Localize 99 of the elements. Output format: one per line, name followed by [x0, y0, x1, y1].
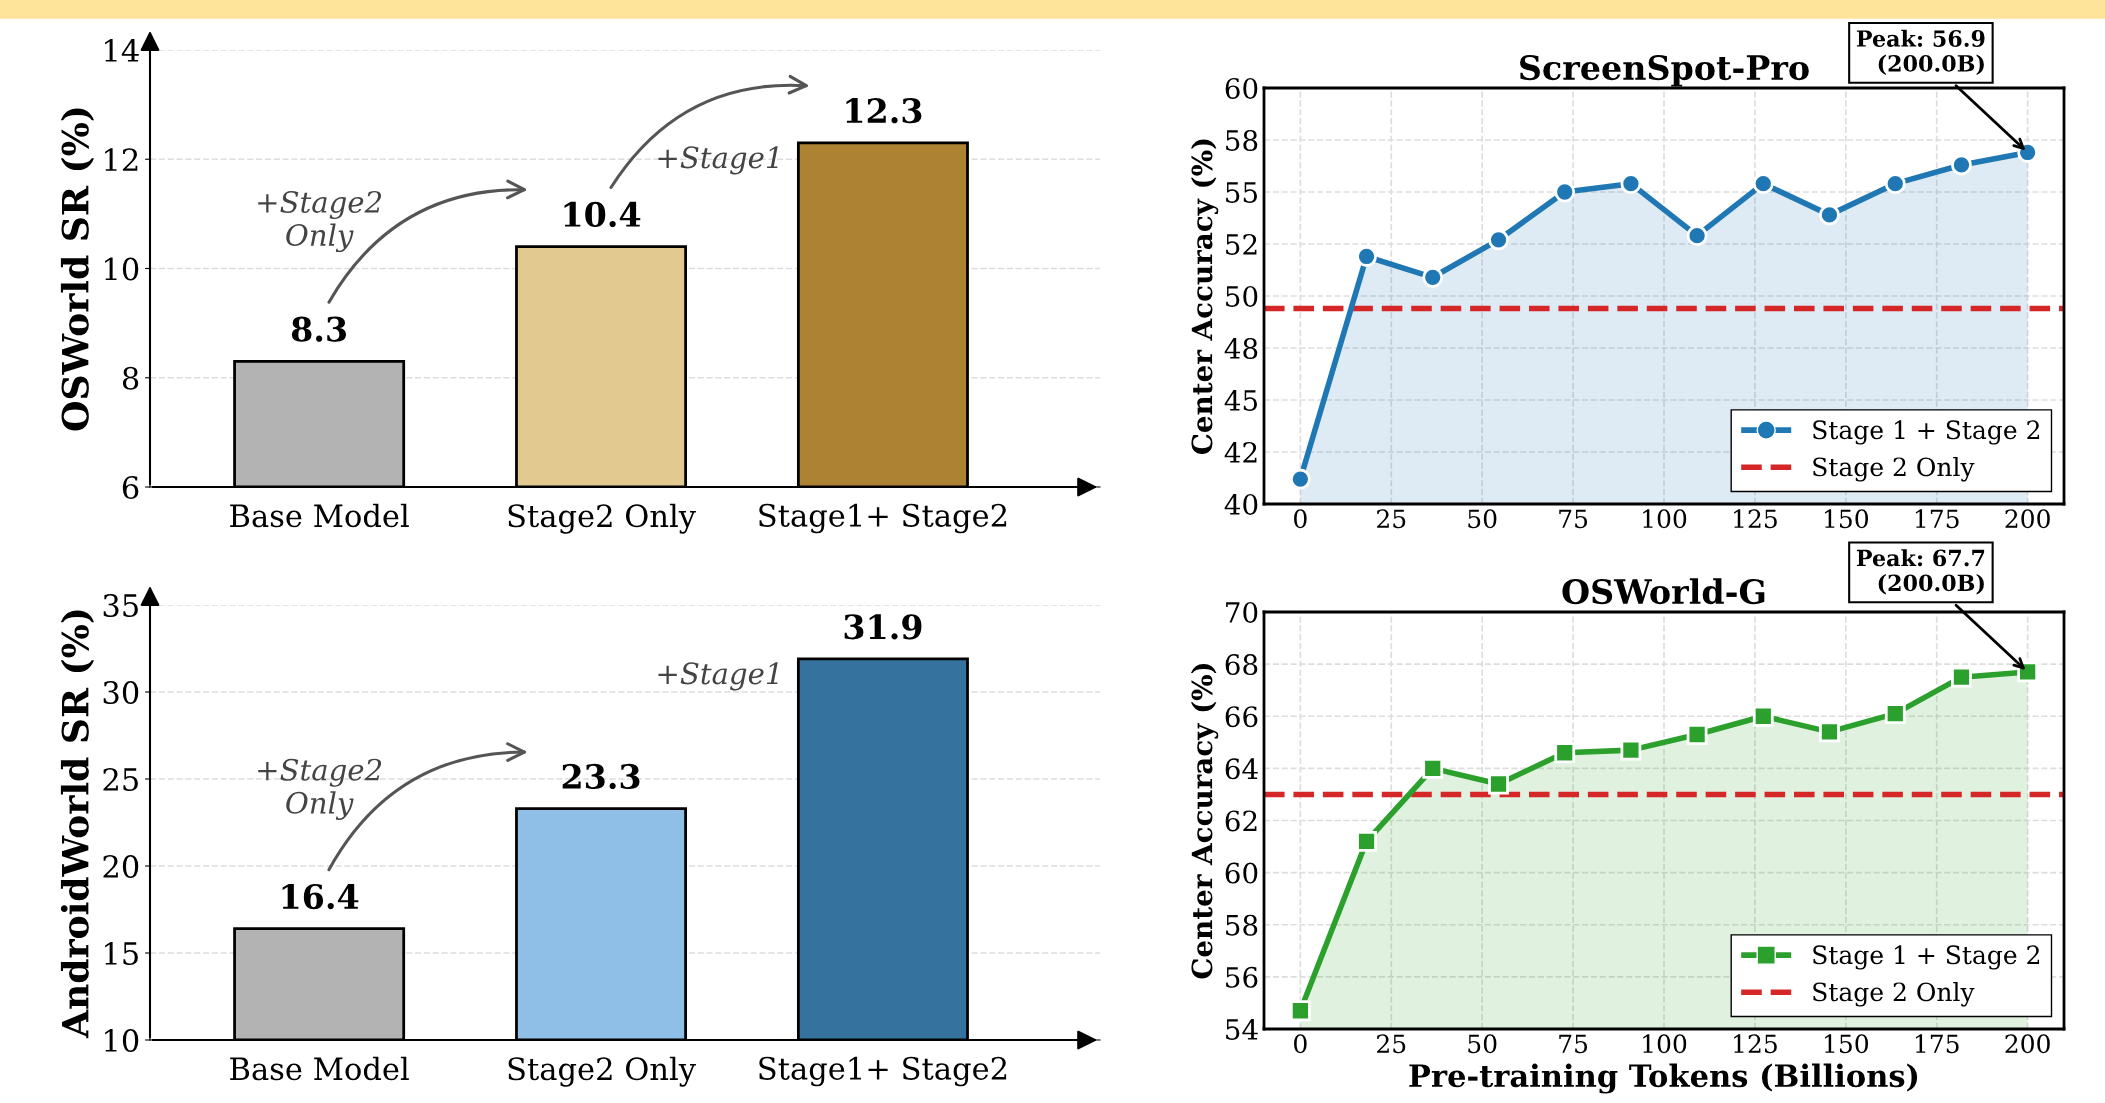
- data-label: 31.9: [844, 614, 922, 640]
- x-axis-title: Pre-training Tokens (Billions): [1409, 1063, 1918, 1094]
- y-axis-title: OSWorld SR (%): [60, 108, 94, 431]
- point: [1686, 724, 1708, 745]
- y-tick-label: 68: [1225, 654, 1258, 676]
- x-tick-label: 100: [1643, 509, 1687, 529]
- annotation: +Stage1: [658, 146, 778, 175]
- point: [1554, 181, 1576, 203]
- y-tick-label: 55: [1226, 182, 1257, 203]
- point: [1289, 468, 1311, 490]
- x-tick-label: Base Model: [230, 1056, 409, 1081]
- point: [1554, 742, 1576, 764]
- x-tick-label: 175: [1915, 509, 1959, 529]
- x-tick-label: Stage2 Only: [508, 503, 696, 534]
- y-tick-label: 60: [1225, 77, 1258, 99]
- point: [1356, 246, 1377, 267]
- point: [1686, 225, 1708, 247]
- point: [1951, 154, 1972, 176]
- point: [1884, 173, 1906, 195]
- y-tick-label: 10: [105, 257, 139, 281]
- x-tick-label: 150: [1825, 509, 1869, 529]
- data-label: 10.4: [564, 201, 641, 228]
- legend-label: Stage 1 + Stage 2: [1813, 945, 2040, 970]
- y-tick-label: 64: [1225, 758, 1258, 780]
- x-tick-label: 25: [1377, 1034, 1406, 1054]
- legend-label: Stage 2 Only: [1813, 981, 1975, 1007]
- annotation: Peak: 56.9 (200.0B): [1856, 29, 1985, 75]
- point: [1752, 705, 1774, 727]
- x-tick-label: 125: [1734, 1034, 1777, 1054]
- point: [1819, 721, 1840, 743]
- x-tick-label: 75: [1559, 509, 1588, 529]
- x-tick-label: 50: [1468, 1034, 1497, 1054]
- y-tick-label: 60: [1225, 862, 1258, 884]
- y-tick-label: 20: [103, 854, 139, 879]
- point: [1488, 229, 1509, 251]
- y-tick-label: 45: [1224, 389, 1257, 411]
- y-tick-label: 35: [103, 593, 138, 618]
- data-label: 12.3: [846, 98, 922, 124]
- annotation: +Stage2 Only: [258, 758, 382, 820]
- y-tick-label: 56: [1226, 966, 1258, 988]
- annotation: +Stage2 Only: [258, 190, 382, 253]
- x-tick-label: 50: [1468, 509, 1497, 529]
- point: [1356, 830, 1377, 852]
- chart-title: OSWorld-G: [1562, 578, 1765, 605]
- y-tick-label: 25: [103, 767, 138, 792]
- point: [1422, 266, 1444, 288]
- y-tick-label: 58: [1226, 129, 1258, 151]
- y-tick-label: 42: [1224, 441, 1257, 463]
- annotation: Peak: 67.7 (200.0B): [1856, 549, 1985, 595]
- x-tick-label: Stage1+ Stage2: [759, 503, 1007, 534]
- x-tick-label: Base Model: [230, 503, 409, 528]
- point: [1620, 173, 1642, 195]
- chart-title: ScreenSpot-Pro: [1520, 54, 1809, 87]
- legend-label: Stage 1 + Stage 2: [1813, 420, 2040, 445]
- y-tick-label: 15: [105, 941, 138, 966]
- x-tick-label: 175: [1915, 1034, 1959, 1054]
- y-tick-label: 30: [103, 680, 139, 705]
- y-tick-label: 58: [1226, 914, 1258, 936]
- point: [1951, 666, 1972, 688]
- y-tick-label: 48: [1224, 337, 1258, 359]
- y-axis-title: Center Accuracy (%): [1190, 139, 1219, 455]
- x-tick-label: 75: [1559, 1034, 1588, 1054]
- x-tick-label: 125: [1734, 509, 1777, 529]
- y-tick-label: 70: [1226, 601, 1258, 623]
- y-axis-title: Center Accuracy (%): [1190, 663, 1219, 979]
- legend-label: Stage 2 Only: [1813, 456, 1975, 482]
- y-tick-label: 14: [105, 38, 139, 62]
- y-tick-label: 66: [1225, 706, 1258, 728]
- y-axis-title: AndroidWorld SR (%): [60, 610, 94, 1039]
- point: [2017, 142, 2039, 163]
- point: [1752, 173, 1774, 195]
- point: [1422, 757, 1444, 779]
- y-tick-label: 8: [122, 366, 139, 390]
- y-tick-label: 6: [122, 475, 139, 500]
- x-tick-label: 200: [2005, 509, 2050, 529]
- y-tick-label: 50: [1226, 285, 1258, 307]
- point: [1884, 703, 1906, 725]
- point: [1289, 1000, 1311, 1022]
- data-label: 16.4: [282, 883, 359, 910]
- annotation: +Stage1: [658, 662, 778, 691]
- point: [1488, 773, 1509, 795]
- point: [1819, 204, 1840, 226]
- x-tick-label: Stage1+ Stage2: [759, 1056, 1007, 1087]
- x-tick-label: Stage2 Only: [508, 1056, 696, 1087]
- x-tick-label: 100: [1643, 1034, 1687, 1054]
- y-tick-label: 40: [1224, 493, 1258, 515]
- x-tick-label: 25: [1377, 509, 1406, 529]
- y-tick-label: 54: [1226, 1018, 1258, 1040]
- y-tick-label: 10: [105, 1028, 139, 1053]
- x-tick-label: 150: [1825, 1034, 1869, 1054]
- y-tick-label: 52: [1226, 233, 1257, 255]
- point: [1620, 739, 1642, 761]
- data-label: 8.3: [291, 316, 347, 342]
- y-tick-label: 12: [105, 148, 138, 171]
- x-tick-label: 0: [1294, 1034, 1307, 1054]
- y-tick-label: 62: [1225, 810, 1257, 832]
- x-tick-label: 0: [1294, 509, 1307, 529]
- x-tick-label: 200: [2005, 1034, 2050, 1054]
- data-label: 23.3: [562, 763, 640, 790]
